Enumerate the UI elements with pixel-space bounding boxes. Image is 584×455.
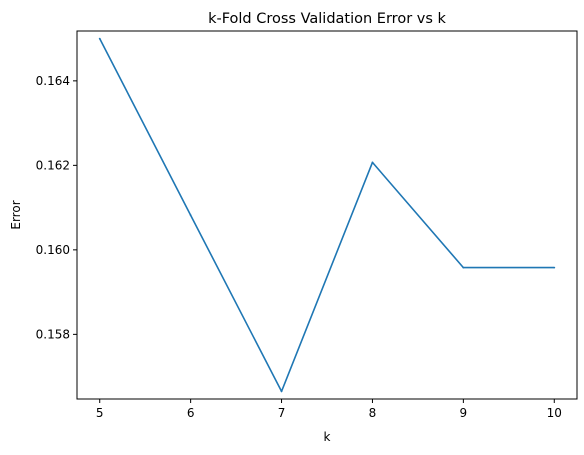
x-tick-label: 5 [96, 406, 104, 420]
x-tick-label: 7 [278, 406, 286, 420]
x-axis-ticks: 5 6 7 8 9 10 [96, 399, 562, 420]
data-point [189, 214, 192, 217]
y-tick-label: 0.158 [36, 327, 70, 341]
chart-title: k-Fold Cross Validation Error vs k [208, 11, 446, 27]
x-tick-label: 10 [547, 406, 562, 420]
y-tick-label: 0.164 [36, 74, 70, 88]
series-line [99, 38, 555, 393]
data-point [280, 390, 283, 393]
data-point [553, 266, 556, 269]
x-tick-label: 8 [369, 406, 377, 420]
x-axis-label: k [324, 430, 331, 444]
y-tick-label: 0.162 [36, 158, 70, 172]
data-point [371, 161, 374, 164]
y-axis-label: Error [9, 200, 23, 229]
x-tick-label: 9 [460, 406, 468, 420]
series-layer [98, 37, 556, 393]
data-point [462, 266, 465, 269]
y-tick-label: 0.160 [36, 243, 70, 257]
data-point [98, 37, 101, 40]
y-axis-ticks: 0.158 0.160 0.162 0.164 [36, 74, 77, 341]
plot-area: 5 6 7 8 9 10 0.158 0.160 0.162 0.164 [36, 30, 578, 420]
x-tick-label: 6 [187, 406, 195, 420]
plot-frame [76, 30, 578, 400]
